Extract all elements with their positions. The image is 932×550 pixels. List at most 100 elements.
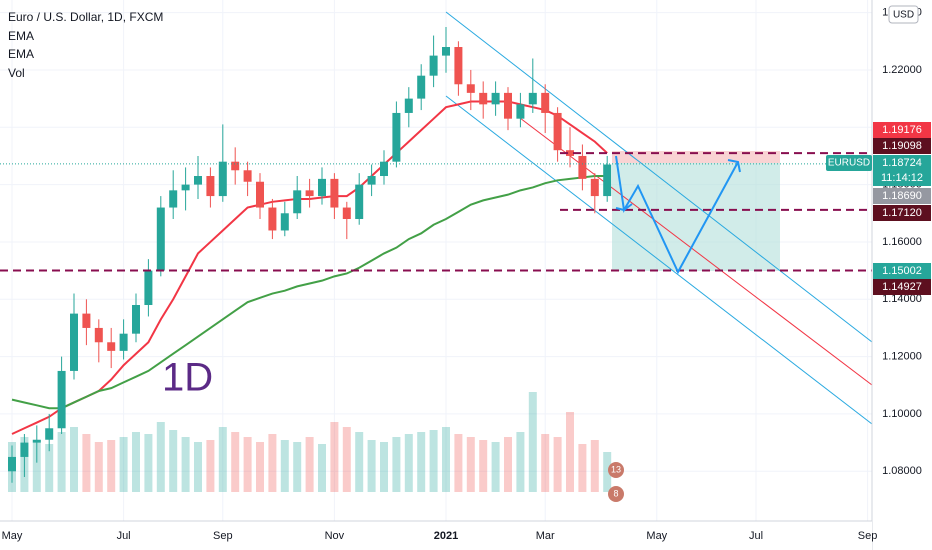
last-price-bg — [873, 155, 931, 186]
event-label: 13 — [611, 464, 621, 474]
candle-body — [466, 84, 475, 93]
y-tick-label: 1.14000 — [882, 293, 922, 305]
legend-entry: Vol — [8, 66, 25, 80]
volume-bar — [144, 434, 153, 492]
volume-bar — [57, 432, 66, 492]
candle-body — [156, 207, 165, 271]
legend-title: Euro / U.S. Dollar, 1D, FXCM — [8, 10, 163, 24]
events: 13 8 — [608, 462, 624, 502]
y-tick-label: 1.10000 — [882, 408, 922, 420]
candle-body — [318, 178, 326, 197]
candle-body — [454, 47, 463, 85]
price-labels: 1.19176 1.19098 EURUSD 1.18724 11:14:12 … — [826, 122, 931, 295]
channel-lower — [445, 95, 873, 425]
x-tick-label: Sep — [213, 530, 233, 542]
candle-body — [119, 333, 128, 351]
candle-body — [243, 170, 252, 182]
x-tick-label: Jul — [117, 530, 131, 542]
candle-body — [206, 176, 215, 197]
price-label-bg — [873, 122, 931, 138]
volume-bar — [181, 437, 190, 492]
candle-body — [417, 75, 426, 99]
volume-bar — [566, 412, 574, 492]
candle-body — [268, 207, 277, 231]
candle-body — [516, 104, 525, 119]
watermark: 1D — [162, 356, 213, 400]
event-label: 8 — [613, 488, 618, 498]
volume-bar — [367, 440, 376, 492]
x-tick-label: Mar — [536, 530, 555, 542]
candle-body — [107, 342, 116, 351]
x-tick-label: May — [646, 530, 667, 542]
candle-body — [528, 92, 537, 105]
y-tick-label: 1.08000 — [882, 465, 922, 477]
candle-body — [578, 155, 587, 179]
volume-bar — [243, 437, 252, 492]
x-tick-label: Sep — [858, 530, 878, 542]
price-label: 1.14927 — [882, 281, 922, 293]
currency-button[interactable] — [888, 5, 919, 24]
candle-body — [218, 161, 227, 197]
candle-body — [94, 327, 103, 343]
last-price: 1.18724 — [882, 157, 922, 169]
candle-body — [144, 270, 153, 306]
countdown: 11:14:12 — [881, 172, 923, 184]
volume-bar — [32, 440, 41, 492]
price-label: 1.15002 — [882, 265, 922, 277]
volume-bar — [404, 434, 413, 492]
candle-body — [132, 305, 140, 334]
ema-line — [11, 175, 608, 410]
volume-bar — [553, 437, 562, 492]
volume-bar — [603, 452, 612, 492]
volume-bar — [578, 444, 587, 492]
candle-body — [590, 178, 599, 197]
candle-body — [504, 92, 512, 119]
candle-body — [442, 47, 450, 56]
volume-bar — [442, 427, 450, 492]
volume-bar — [94, 442, 103, 492]
price-label-bg — [873, 263, 931, 279]
x-tick-label: Nov — [325, 530, 345, 542]
price-label: 1.19176 — [882, 124, 922, 136]
volume-bar — [169, 430, 178, 492]
volume-bar — [256, 442, 264, 492]
volume-bar — [268, 434, 277, 492]
candle-body — [566, 150, 574, 156]
candle-body — [57, 370, 66, 429]
y-tick-label: 1.22000 — [882, 64, 922, 76]
candle-body — [45, 428, 54, 440]
candle-body — [479, 92, 488, 105]
volume-bar — [132, 432, 140, 492]
volume-bar — [491, 442, 500, 492]
channel-upper — [445, 11, 873, 343]
volume-bar — [541, 434, 550, 492]
volume-bar — [107, 440, 116, 492]
volume-bar — [590, 440, 599, 492]
volume-bar — [206, 440, 215, 492]
candle-body — [553, 112, 562, 151]
legend-entry: EMA — [8, 47, 34, 61]
volume-bar — [516, 432, 525, 492]
volume-bar — [45, 444, 54, 492]
volume-bar — [305, 437, 314, 492]
candle-body — [380, 161, 388, 177]
candle-body — [256, 181, 264, 208]
candle-body — [32, 439, 41, 443]
y-tick-label: 1.12000 — [882, 351, 922, 363]
candle-body — [404, 98, 413, 113]
volume-bar — [392, 437, 401, 492]
candle-body — [8, 456, 16, 472]
currency[interactable]: USD — [893, 10, 914, 21]
y-tick-label: 1.16000 — [882, 236, 922, 248]
volume-bar — [231, 432, 240, 492]
price-label-bg — [873, 188, 931, 204]
x-tick-label: Jul — [749, 530, 763, 542]
candle-body — [342, 207, 351, 220]
volume-bar — [330, 422, 339, 492]
candle-body — [305, 190, 314, 197]
price-label-bg — [873, 205, 931, 221]
volume-bar — [82, 434, 91, 492]
volume-bar — [528, 392, 537, 492]
volume-bar — [417, 432, 426, 492]
